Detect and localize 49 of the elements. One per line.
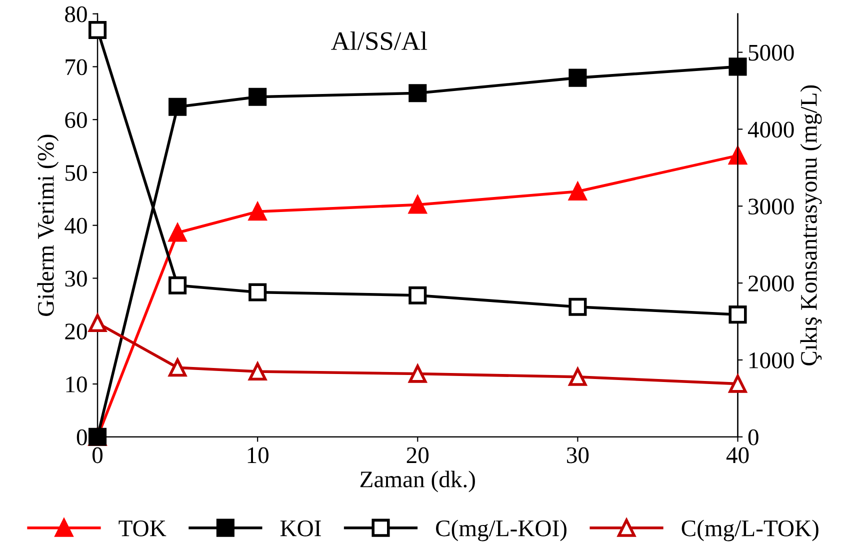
y2-tick-label: 0 bbox=[748, 429, 758, 446]
point bbox=[408, 196, 427, 214]
point bbox=[728, 58, 747, 76]
y2-tick-label: 3000 bbox=[748, 198, 794, 215]
point bbox=[728, 306, 747, 324]
point bbox=[168, 276, 187, 294]
y-tick-label: 40 bbox=[64, 218, 87, 234]
point bbox=[568, 68, 587, 87]
point bbox=[168, 358, 187, 377]
y2-tick-label: 1000 bbox=[750, 352, 794, 368]
x-tick-label: 20 bbox=[406, 447, 429, 464]
y2-tick-label: 4000 bbox=[748, 122, 794, 138]
point bbox=[168, 98, 187, 116]
point bbox=[168, 224, 187, 242]
x-tick-label: 0 bbox=[92, 447, 103, 464]
y-tick-label: 10 bbox=[66, 376, 87, 392]
point bbox=[88, 314, 107, 332]
point bbox=[248, 88, 267, 106]
point bbox=[248, 283, 267, 302]
annotation: Al/SS/Al bbox=[331, 31, 428, 50]
point bbox=[568, 182, 587, 201]
y2-axis-title: Çıkış Konsantrasyonu (mg/L) bbox=[800, 85, 822, 366]
point bbox=[568, 368, 587, 386]
point bbox=[728, 374, 747, 393]
y2-tick-label: 2000 bbox=[748, 276, 794, 292]
legend-label: C(mg/L-KOI) bbox=[436, 520, 566, 542]
y-tick-label: 0 bbox=[76, 429, 87, 446]
y-tick-label: 50 bbox=[66, 164, 87, 181]
legend-label: TOK bbox=[118, 520, 166, 536]
y-tick-label: 70 bbox=[66, 59, 87, 76]
x-tick-label: 10 bbox=[248, 447, 268, 464]
point bbox=[88, 20, 107, 40]
legend-label: KOI bbox=[280, 520, 321, 536]
y-axis-title: Giderm Verimi (%) bbox=[37, 134, 59, 316]
y-tick-label: 30 bbox=[65, 270, 87, 287]
y-tick-label: 60 bbox=[65, 112, 87, 128]
y-tick-label: 20 bbox=[65, 324, 87, 340]
x-axis-title: Zaman (dk.) bbox=[360, 470, 475, 492]
point bbox=[408, 286, 427, 304]
y-tick-label: 80 bbox=[65, 6, 87, 22]
x-tick-label: 30 bbox=[567, 447, 589, 464]
point bbox=[248, 202, 267, 221]
y2-tick-label: 5000 bbox=[748, 44, 794, 61]
point bbox=[248, 362, 267, 381]
x-tick-label: 40 bbox=[726, 447, 749, 464]
point bbox=[408, 84, 427, 102]
point bbox=[408, 364, 427, 383]
legend-label: C(mg/L-TOK) bbox=[682, 520, 818, 542]
point bbox=[568, 298, 587, 316]
